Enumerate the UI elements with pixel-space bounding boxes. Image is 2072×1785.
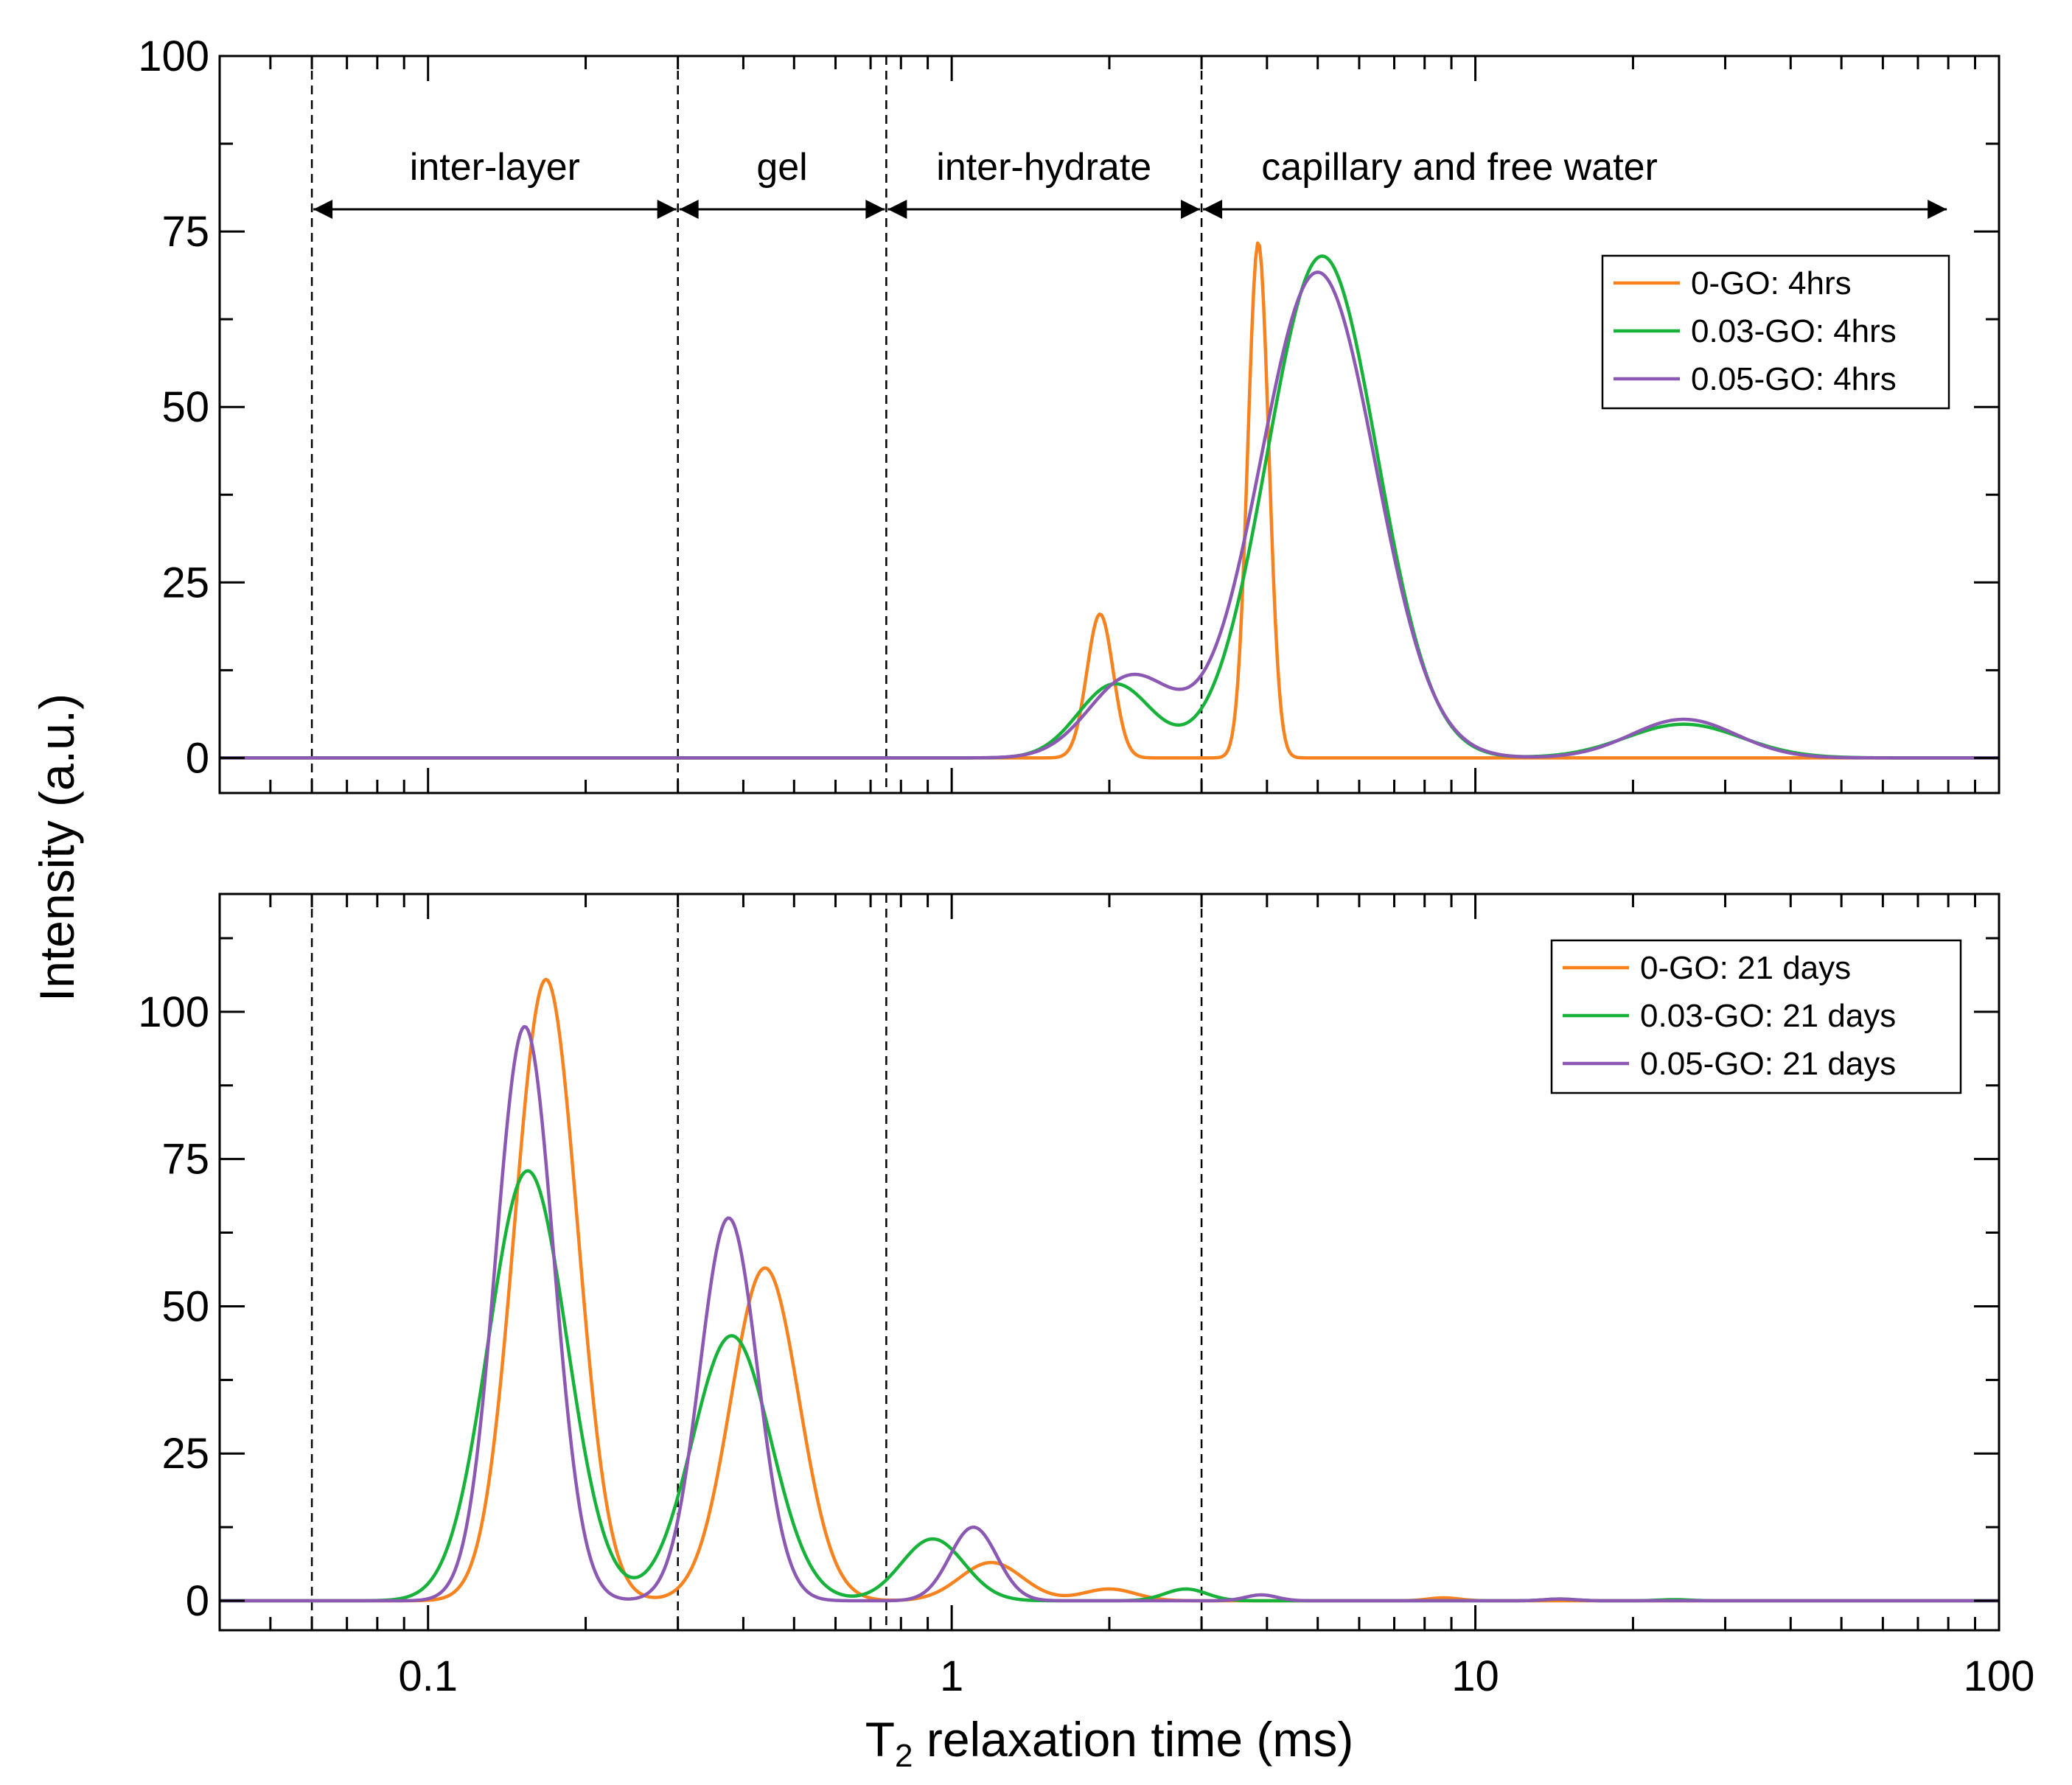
- y-tick-label: 25: [161, 559, 209, 607]
- series-line-005-GO: [220, 270, 1999, 760]
- x-tick-label: 10: [1451, 1652, 1499, 1700]
- y-tick-label: 50: [161, 1282, 209, 1330]
- series-line-005-GO: [220, 1024, 1999, 1603]
- legend-label: 0.05-GO: 4hrs: [1691, 361, 1897, 397]
- region-label: inter-hydrate: [936, 146, 1151, 189]
- x-axis-title-symbol: T: [865, 1712, 895, 1767]
- y-tick-label: 100: [138, 988, 209, 1036]
- x-axis-title: T2 relaxation time (ms): [865, 1712, 1354, 1774]
- y-tick-label: 0: [186, 1577, 209, 1625]
- y-tick-label: 0: [186, 734, 209, 782]
- region-label: capillary and free water: [1261, 146, 1658, 189]
- x-tick-label: 100: [1964, 1652, 2035, 1700]
- x-axis-title-text: relaxation time (ms): [913, 1712, 1354, 1767]
- panel-top: inter-layer gel inter-hydrate capillary and…: [138, 32, 2001, 794]
- y-tick-label: 75: [161, 208, 209, 256]
- legend-label: 0-GO: 4hrs: [1691, 265, 1852, 301]
- series-line-003-GO: [220, 1169, 1999, 1603]
- y-tick-label: 75: [161, 1136, 209, 1184]
- x-axis-title-subscript: 2: [895, 1738, 913, 1774]
- x-tick-label: 0.1: [398, 1652, 458, 1700]
- legend: 0-GO: 4hrs 0.03-GO: 4hrs 0.05-GO: 4hrs: [1601, 254, 1950, 410]
- y-tick-label: 50: [161, 383, 209, 431]
- legend: 0-GO: 21 days 0.03-GO: 21 days 0.05-GO: 21…: [1550, 939, 1962, 1094]
- y-axis-title: Intensity (a.u.): [29, 694, 84, 1002]
- legend-label: 0.03-GO: 21 days: [1640, 998, 1896, 1034]
- legend-label: 0.05-GO: 21 days: [1640, 1046, 1896, 1082]
- region-label: gel: [756, 146, 807, 189]
- y-tick-label: 25: [161, 1430, 209, 1478]
- region-label: inter-layer: [410, 146, 580, 189]
- x-tick-label: 1: [940, 1652, 963, 1700]
- legend-label: 0.03-GO: 4hrs: [1691, 313, 1897, 349]
- y-tick-label: 100: [138, 32, 209, 80]
- legend-label: 0-GO: 21 days: [1640, 950, 1851, 986]
